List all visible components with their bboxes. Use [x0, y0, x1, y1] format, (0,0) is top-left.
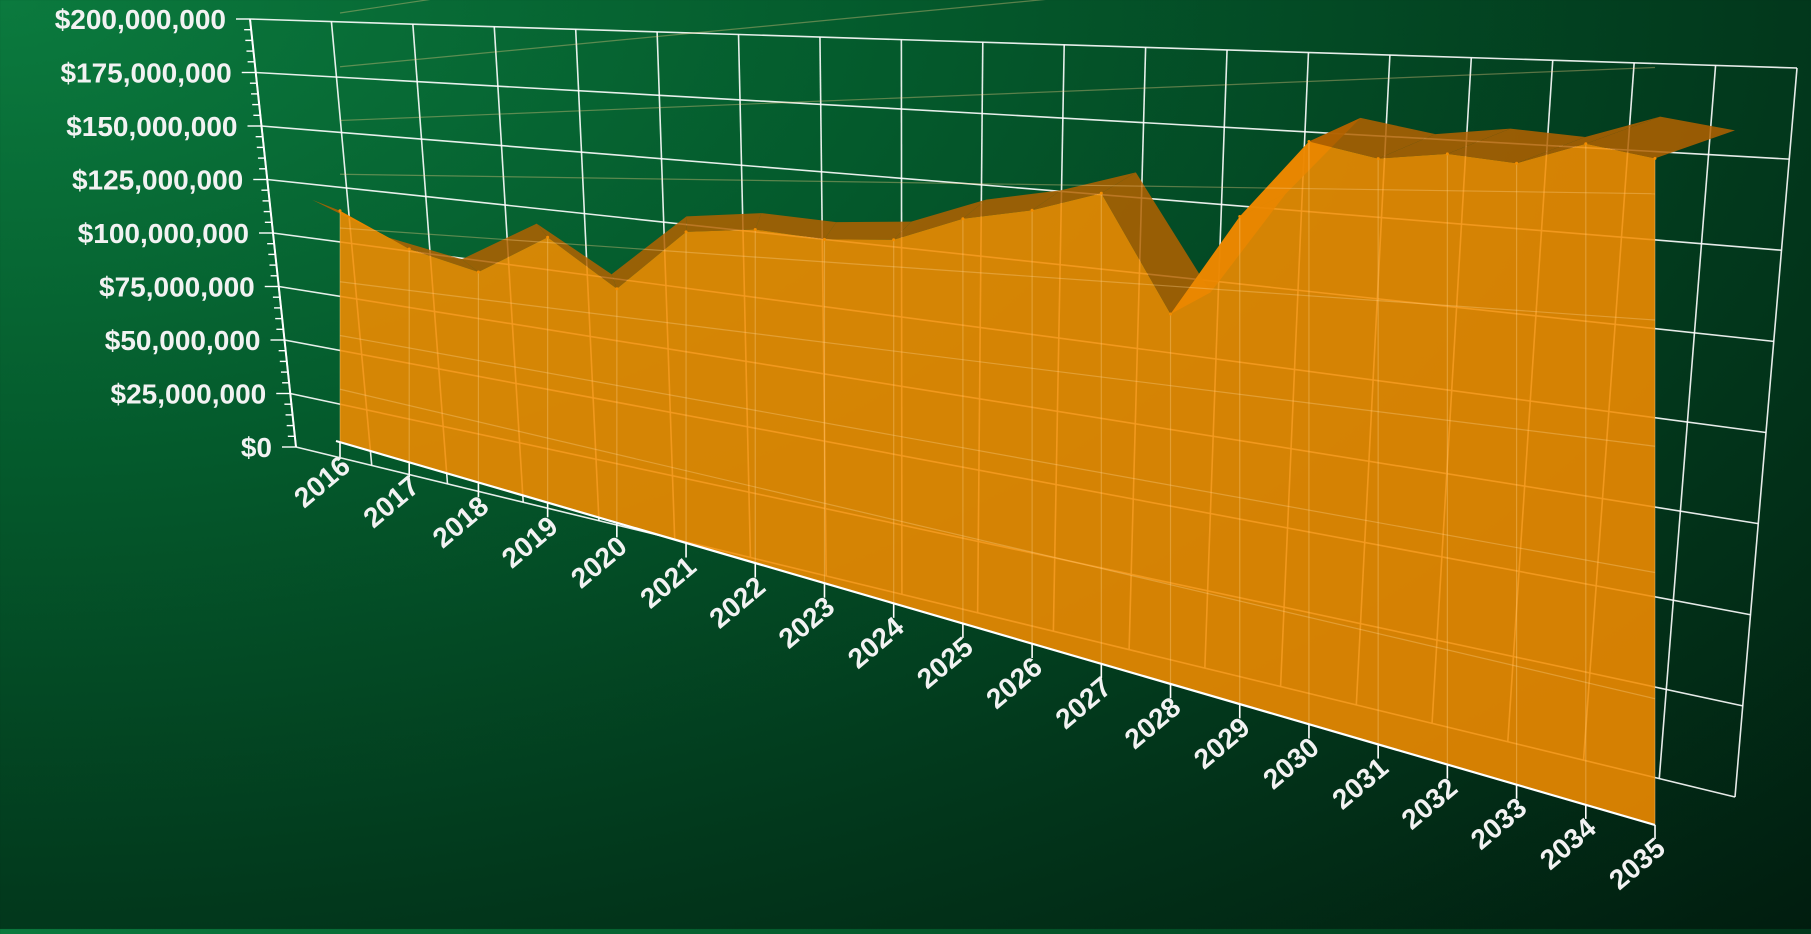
data-point-2034 — [1584, 142, 1588, 146]
x-tick-label: 2018 — [427, 490, 495, 554]
data-point-2035 — [1653, 156, 1657, 160]
area-top-face — [962, 190, 1061, 219]
back-vertical-gridline — [1658, 65, 1717, 779]
data-point-2018 — [476, 270, 480, 274]
data-point-2024 — [892, 238, 896, 242]
x-tick-label: 2023 — [773, 591, 841, 655]
x-tick-label: 2022 — [703, 570, 771, 634]
x-tick-label: 2021 — [634, 550, 702, 614]
area-top-face — [824, 221, 912, 240]
y-tick-label: $150,000,000 — [66, 111, 237, 142]
area-top-face — [536, 223, 617, 289]
y-tick-label: $0 — [241, 432, 272, 463]
y-tick-label: $75,000,000 — [99, 272, 255, 303]
x-axis-line — [335, 439, 1656, 827]
back-vertical-gridline — [1734, 67, 1798, 798]
area-gridline — [339, 173, 1656, 195]
x-tick-label: 2030 — [1257, 731, 1325, 795]
y-tick-label: $100,000,000 — [78, 218, 249, 249]
x-tick-label: 2032 — [1396, 772, 1464, 836]
data-point-2022 — [753, 227, 757, 231]
data-point-2019 — [546, 235, 550, 239]
data-point-2028 — [1169, 312, 1173, 316]
x-tick-label: 2028 — [1119, 691, 1187, 755]
data-point-2033 — [1515, 161, 1519, 165]
data-point-2029 — [1238, 215, 1242, 219]
area-gridline — [339, 66, 1656, 122]
x-tick-label: 2034 — [1534, 811, 1602, 875]
area-gridline — [339, 0, 1046, 68]
data-point-2017 — [407, 247, 411, 251]
x-tick-label: 2025 — [911, 631, 979, 695]
area-top-face — [611, 216, 687, 289]
area-surface — [312, 0, 1735, 826]
area-gridline — [339, 281, 1656, 447]
data-point-2031 — [1376, 157, 1380, 161]
y-tick-label: $175,000,000 — [60, 58, 231, 89]
area-top-face — [1032, 172, 1136, 211]
x-tick-label: 2020 — [565, 530, 633, 594]
area-gridline — [339, 334, 1656, 574]
y-tick-label: $200,000,000 — [55, 4, 226, 35]
area-top-face — [686, 213, 762, 232]
data-point-2020 — [615, 287, 619, 291]
area-top-face — [1585, 116, 1735, 159]
x-tick-label: 2031 — [1326, 751, 1394, 815]
area-top-face — [1447, 128, 1586, 164]
y-tick-label: $50,000,000 — [105, 325, 261, 356]
data-point-2027 — [1099, 191, 1103, 195]
data-point-2016 — [338, 209, 342, 213]
y-tick-label: $125,000,000 — [72, 165, 243, 196]
y-tick-label: $25,000,000 — [111, 379, 267, 410]
area-gridline — [339, 388, 1656, 700]
area-top-face — [461, 223, 548, 273]
back-gridline — [249, 18, 1798, 69]
x-tick-label: 2017 — [357, 470, 425, 534]
data-point-2026 — [1030, 208, 1034, 212]
area-front-face — [340, 141, 1655, 826]
x-tick-label: 2019 — [496, 510, 564, 574]
axes — [236, 18, 1656, 839]
x-tick-label: 2029 — [1188, 711, 1256, 775]
area-top-face — [1101, 172, 1211, 314]
area-top-face — [893, 199, 987, 240]
data-point-2030 — [1307, 139, 1311, 143]
x-tick-label: 2026 — [980, 651, 1048, 715]
area-gridline — [339, 227, 1656, 321]
data-point-2021 — [684, 230, 688, 234]
area-top-face — [1516, 116, 1661, 164]
area-top-face — [1378, 128, 1511, 159]
data-point-2023 — [822, 237, 826, 241]
x-tick-label: 2033 — [1465, 792, 1533, 856]
area-gridline — [339, 0, 431, 14]
x-tick-label: 2035 — [1603, 832, 1671, 896]
data-point-2025 — [961, 217, 965, 221]
x-tick-label: 2024 — [842, 610, 910, 674]
area-top-face — [1308, 117, 1436, 159]
area-top-face — [755, 213, 837, 240]
x-tick-label: 2027 — [1050, 671, 1118, 735]
area-top-face — [386, 237, 479, 273]
data-point-2032 — [1445, 152, 1449, 156]
